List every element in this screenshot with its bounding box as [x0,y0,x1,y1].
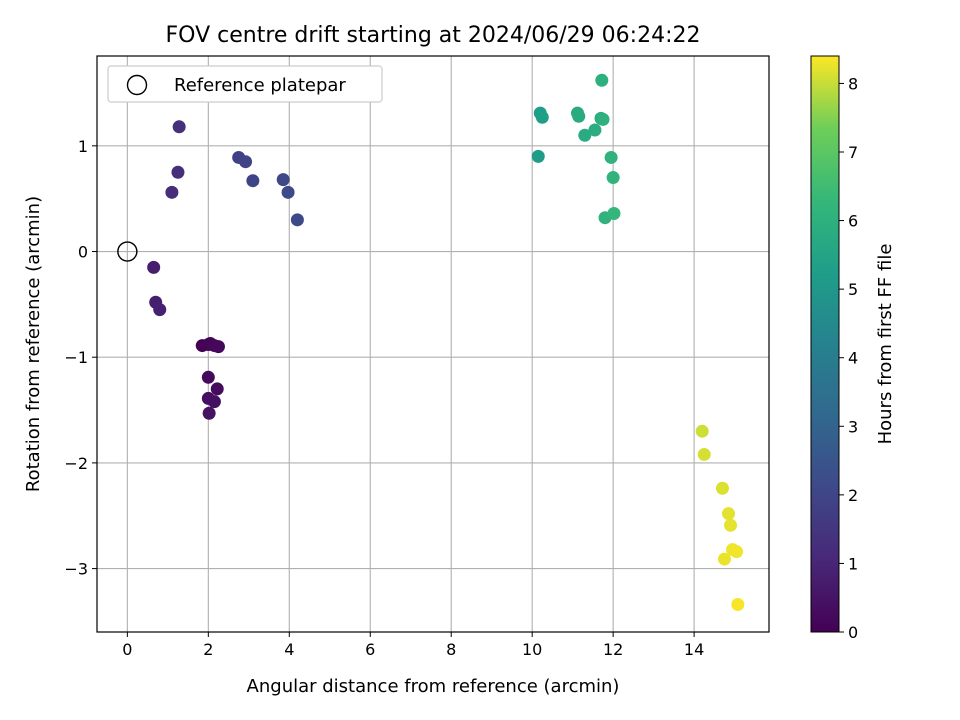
x-tick-label: 2 [203,640,213,659]
data-point [210,382,224,396]
data-point [606,171,620,185]
x-tick-label: 0 [122,640,132,659]
x-tick-label: 12 [603,640,623,659]
data-point [607,206,621,220]
data-point [201,370,215,384]
x-axis-label: Angular distance from reference (arcmin) [247,676,620,697]
data-point [202,406,216,420]
x-tick-label: 14 [684,640,704,659]
colorbar-tick-label: 1 [848,554,858,573]
data-point [730,545,744,559]
legend: Reference platepar [107,65,383,103]
data-point [578,128,592,142]
data-point [596,112,610,126]
data-points [147,73,745,612]
colorbar-tick-label: 2 [848,486,858,505]
data-point [604,150,618,164]
data-point [246,174,260,188]
x-tick-label: 4 [284,640,294,659]
colorbar-tick-label: 3 [848,417,858,436]
data-point [276,173,290,187]
data-point [172,120,186,134]
x-tick-label: 10 [522,640,542,659]
colorbar-tick-label: 8 [848,74,858,93]
data-point [165,185,179,199]
x-tick-label: 6 [365,640,375,659]
data-point [147,260,161,274]
colorbar: 0 1 2 3 4 5 6 7 8 Hours from first FF file [810,55,896,642]
y-tick-label: −1 [64,348,88,367]
colorbar-label: Hours from first FF file [875,244,896,445]
x-tick-label: 8 [446,640,456,659]
data-point [731,598,745,612]
colorbar-tick-label: 5 [848,280,858,299]
colorbar-tick-label: 6 [848,212,858,231]
y-tick-label: 0 [78,243,88,262]
data-point [595,73,609,87]
y-tick-label: −2 [64,454,88,473]
data-point [290,213,304,227]
data-point [588,123,602,137]
data-point [211,340,225,354]
colorbar-gradient [810,55,840,633]
y-tick-label: −3 [64,560,88,579]
reference-marker-group [117,241,138,262]
data-point [281,185,295,199]
y-tick-label: 1 [78,137,88,156]
data-point [572,109,586,123]
colorbar-tick-label: 7 [848,143,858,162]
data-point [171,165,185,179]
data-point [717,552,731,566]
y-axis-ticks: −3 −2 −1 0 1 [64,137,97,579]
data-point [531,149,545,163]
x-axis-ticks: 0 2 4 6 8 10 12 14 [122,632,704,659]
colorbar-tick-label: 4 [848,349,858,368]
data-point [724,518,738,532]
data-point [239,155,253,169]
data-point [722,507,736,521]
data-point [535,110,549,124]
y-axis-label: Rotation from reference (arcmin) [23,196,44,492]
grid-lines [97,56,769,632]
legend-marker-icon [126,74,148,96]
data-point [153,303,167,317]
legend-box [107,65,383,103]
legend-entry-reference: Reference platepar [174,75,346,96]
reference-marker [117,241,138,262]
data-point [207,395,221,409]
data-point [697,447,711,461]
plot-frame [96,55,770,633]
data-point [695,424,709,438]
colorbar-tick-label: 0 [848,623,858,642]
data-point [715,481,729,495]
chart-title: FOV centre drift starting at 2024/06/29 … [166,23,701,48]
colorbar-ticks: 0 1 2 3 4 5 6 7 8 [839,74,858,642]
